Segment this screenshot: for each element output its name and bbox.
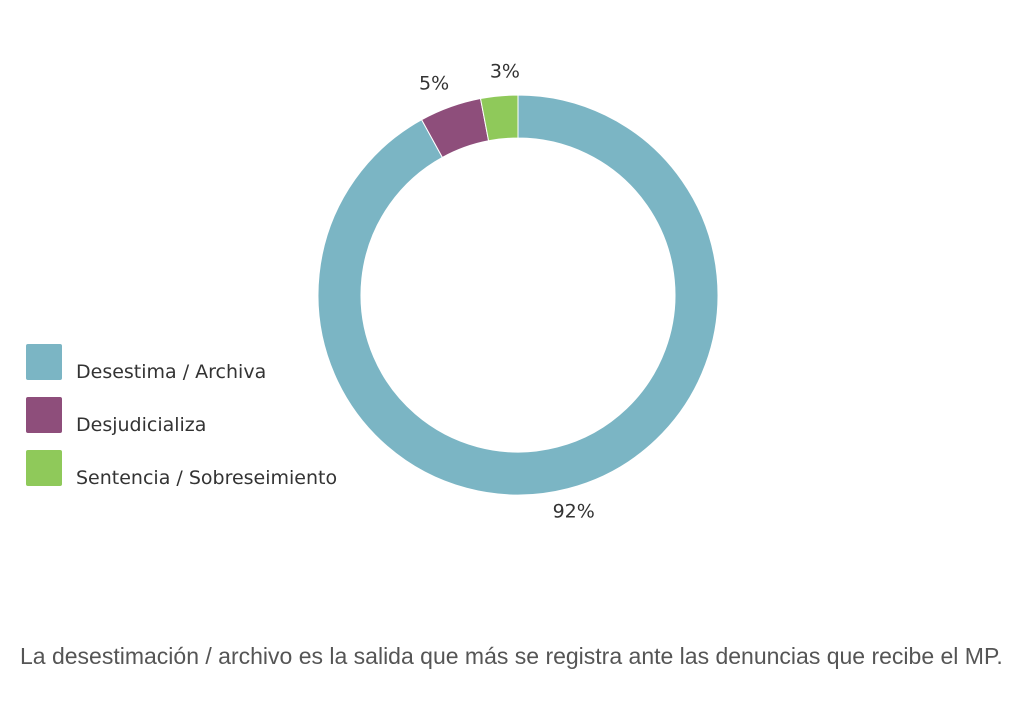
slice-label-sentencia-sobreseimiento: 3% [490, 60, 520, 82]
legend-swatch-desjudicializa [26, 397, 62, 433]
chart-caption: La desestimación / archivo es la salida … [20, 643, 1003, 669]
chart-legend: Desestima / Archiva Desjudicializa Sentenc… [26, 344, 337, 489]
slice-label-desjudicializa: 5% [419, 73, 449, 95]
legend-swatch-sentencia-sobreseimiento [26, 450, 62, 486]
slice-desestima-archiva [317, 94, 719, 496]
donut-chart: 92% 5% 3% Desestima / Archiva Desjudicializ… [26, 60, 719, 522]
slice-sentencia-sobreseimiento [479, 94, 519, 142]
slice-labels: 92% 5% 3% [419, 60, 595, 522]
legend-label-sentencia-sobreseimiento: Sentencia / Sobreseimiento [76, 467, 337, 489]
slice-label-desestima-archiva: 92% [553, 500, 595, 522]
legend-label-desjudicializa: Desjudicializa [76, 414, 206, 436]
legend-swatch-desestima-archiva [26, 344, 62, 380]
legend-label-desestima-archiva: Desestima / Archiva [76, 361, 266, 383]
donut-slices [317, 94, 719, 496]
